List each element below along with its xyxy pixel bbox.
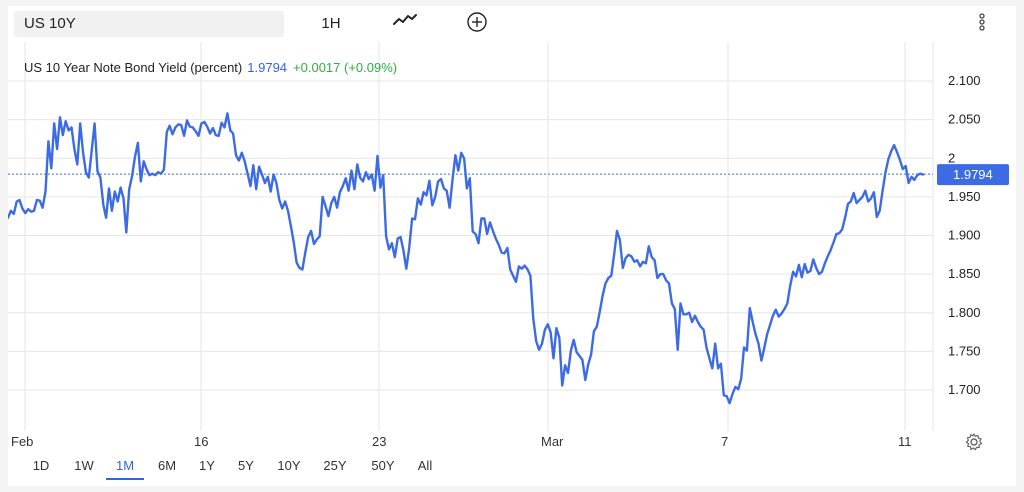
chart-settings-button[interactable]	[964, 432, 984, 452]
last-value-text: 1.9794	[953, 167, 993, 182]
chart-title: US 10 Year Note Bond Yield (percent) 1.97…	[24, 60, 397, 75]
y-tick-label: 1.900	[948, 228, 981, 243]
line-chart-icon	[393, 14, 417, 25]
last-value-badge	[937, 164, 1009, 186]
yield-series-line	[8, 112, 925, 405]
vertical-dots-icon	[979, 13, 985, 31]
range-button-25y[interactable]: 25Y	[323, 458, 347, 473]
chart-widget: US 10Y 1H 2.100 2.050 2 1.950 1.900 1.850 1.80…	[8, 6, 1016, 486]
x-tick-label: Mar	[541, 434, 564, 449]
y-tick-label: 1.700	[948, 382, 981, 397]
gear-icon	[965, 433, 983, 451]
range-button-10y[interactable]: 10Y	[277, 458, 301, 473]
chart-title-label: US 10 Year Note Bond Yield (percent)	[24, 60, 243, 75]
symbol-input[interactable]: US 10Y	[14, 11, 284, 37]
x-tick-label: 16	[194, 434, 208, 449]
y-tick-label: 2	[948, 150, 955, 165]
price-change: +0.0017 (+0.09%)	[293, 60, 398, 75]
add-indicator-button[interactable]	[460, 11, 494, 37]
y-tick-label: 1.950	[948, 189, 981, 204]
x-tick-label: 11	[898, 434, 912, 449]
range-button-5y[interactable]: 5Y	[238, 458, 254, 473]
y-tick-label: 1.800	[948, 305, 981, 320]
y-tick-label: 2.050	[948, 112, 981, 127]
chart-toolbar: US 10Y 1H	[8, 6, 1016, 42]
range-button-all[interactable]: All	[417, 458, 433, 473]
range-button-50y[interactable]: 50Y	[371, 458, 395, 473]
y-tick-label: 1.750	[948, 343, 981, 358]
x-tick-label: Feb	[11, 434, 33, 449]
y-tick-label: 1.850	[948, 266, 981, 281]
range-button-1d[interactable]: 1D	[32, 458, 50, 473]
current-value: 1.9794	[247, 60, 288, 75]
more-options-button[interactable]	[968, 11, 996, 37]
range-button-1y[interactable]: 1Y	[199, 458, 215, 473]
range-button-1m[interactable]: 1M	[106, 452, 144, 480]
x-tick-label: 23	[372, 434, 386, 449]
range-button-1w[interactable]: 1W	[74, 458, 94, 473]
plus-circle-icon	[467, 12, 487, 32]
x-tick-label: 7	[721, 434, 728, 449]
y-tick-label: 2.100	[948, 73, 981, 88]
interval-button[interactable]: 1H	[321, 15, 341, 32]
yield-line-chart: 2.100 2.050 2 1.950 1.900 1.850 1.800 1.750 1.70…	[8, 42, 1009, 449]
range-button-6m[interactable]: 6M	[157, 458, 177, 473]
chart-type-button[interactable]	[388, 11, 422, 37]
